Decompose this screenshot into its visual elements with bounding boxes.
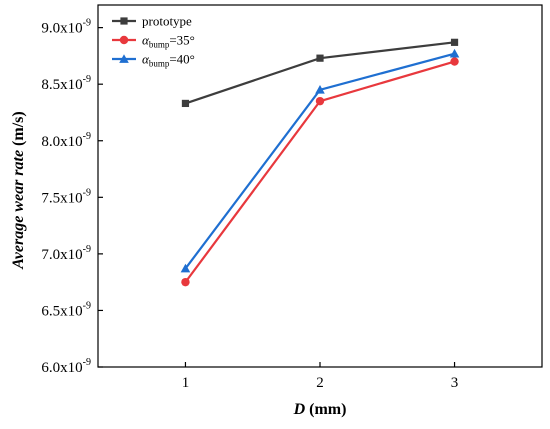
- legend-item: αbump=40°: [112, 52, 195, 69]
- data-point: [180, 263, 191, 273]
- legend-label: αbump=35°: [142, 33, 195, 50]
- series-layer: [180, 38, 460, 287]
- legend-label-symbol: α: [142, 33, 150, 48]
- data-point: [316, 54, 324, 62]
- data-point: [181, 99, 190, 108]
- legend-label-subscript: bump: [149, 40, 170, 50]
- x-axis-unit: (mm): [305, 401, 346, 418]
- legend-label-value: =35°: [169, 33, 195, 48]
- x-tick-label: 3: [451, 375, 459, 391]
- y-tick-label: 6.0x10-9: [41, 357, 91, 376]
- x-axis-label: D (mm): [293, 401, 347, 418]
- legend-label-value: =40°: [169, 52, 195, 67]
- legend-label-subscript: bump: [149, 59, 170, 69]
- x-tick-label: 2: [316, 375, 324, 391]
- y-axis-title: Average wear rate: [10, 150, 27, 270]
- y-tick-mantissa: 9.0x10: [41, 21, 82, 37]
- series-line: [184, 60, 455, 283]
- y-tick-mantissa: 7.0x10: [41, 247, 82, 263]
- data-point: [450, 38, 459, 46]
- y-tick-exponent: -9: [83, 300, 91, 311]
- x-axis-variable: D: [293, 401, 306, 418]
- series-1: [181, 57, 459, 287]
- y-tick-label: 7.5x10-9: [41, 187, 91, 206]
- y-tick-mantissa: 6.0x10: [41, 360, 82, 376]
- legend-item: prototype: [112, 14, 192, 29]
- legend-marker: [119, 35, 129, 45]
- y-tick-exponent: -9: [83, 74, 91, 85]
- axes: 6.0x10-96.5x10-97.0x10-97.5x10-98.0x10-9…: [41, 4, 543, 391]
- legend-label: prototype: [142, 14, 192, 29]
- series-2: [180, 48, 460, 273]
- y-axis-unit: (m/s): [10, 111, 27, 150]
- y-axis-label: Average wear rate (m/s): [10, 111, 27, 269]
- y-tick-exponent: -9: [83, 131, 91, 142]
- legend-label: αbump=40°: [142, 52, 195, 69]
- data-point: [315, 96, 325, 106]
- data-point: [315, 85, 325, 94]
- data-point: [449, 48, 460, 58]
- y-tick-label: 9.0x10-9: [41, 18, 91, 37]
- y-tick-exponent: -9: [83, 357, 91, 368]
- data-point: [450, 57, 459, 66]
- y-tick-mantissa: 8.5x10: [41, 77, 82, 93]
- y-tick-label: 8.0x10-9: [41, 131, 91, 150]
- series-0: [181, 38, 459, 108]
- y-tick-label: 6.5x10-9: [41, 300, 91, 319]
- y-tick-mantissa: 6.5x10: [41, 303, 82, 319]
- legend-item: αbump=35°: [112, 33, 195, 50]
- legend-marker: [119, 54, 129, 63]
- legend-label-text: prototype: [142, 14, 192, 29]
- y-tick-label: 8.5x10-9: [41, 74, 91, 93]
- y-tick-mantissa: 8.0x10: [41, 134, 82, 150]
- legend-label-symbol: α: [142, 52, 150, 67]
- y-tick-exponent: -9: [83, 244, 91, 255]
- legend-marker: [120, 17, 128, 25]
- data-point: [181, 277, 190, 287]
- y-tick-exponent: -9: [83, 187, 91, 198]
- y-tick-mantissa: 7.5x10: [41, 190, 82, 206]
- y-tick-label: 7.0x10-9: [41, 244, 91, 263]
- y-tick-exponent: -9: [83, 18, 91, 29]
- x-tick-label: 1: [182, 375, 190, 391]
